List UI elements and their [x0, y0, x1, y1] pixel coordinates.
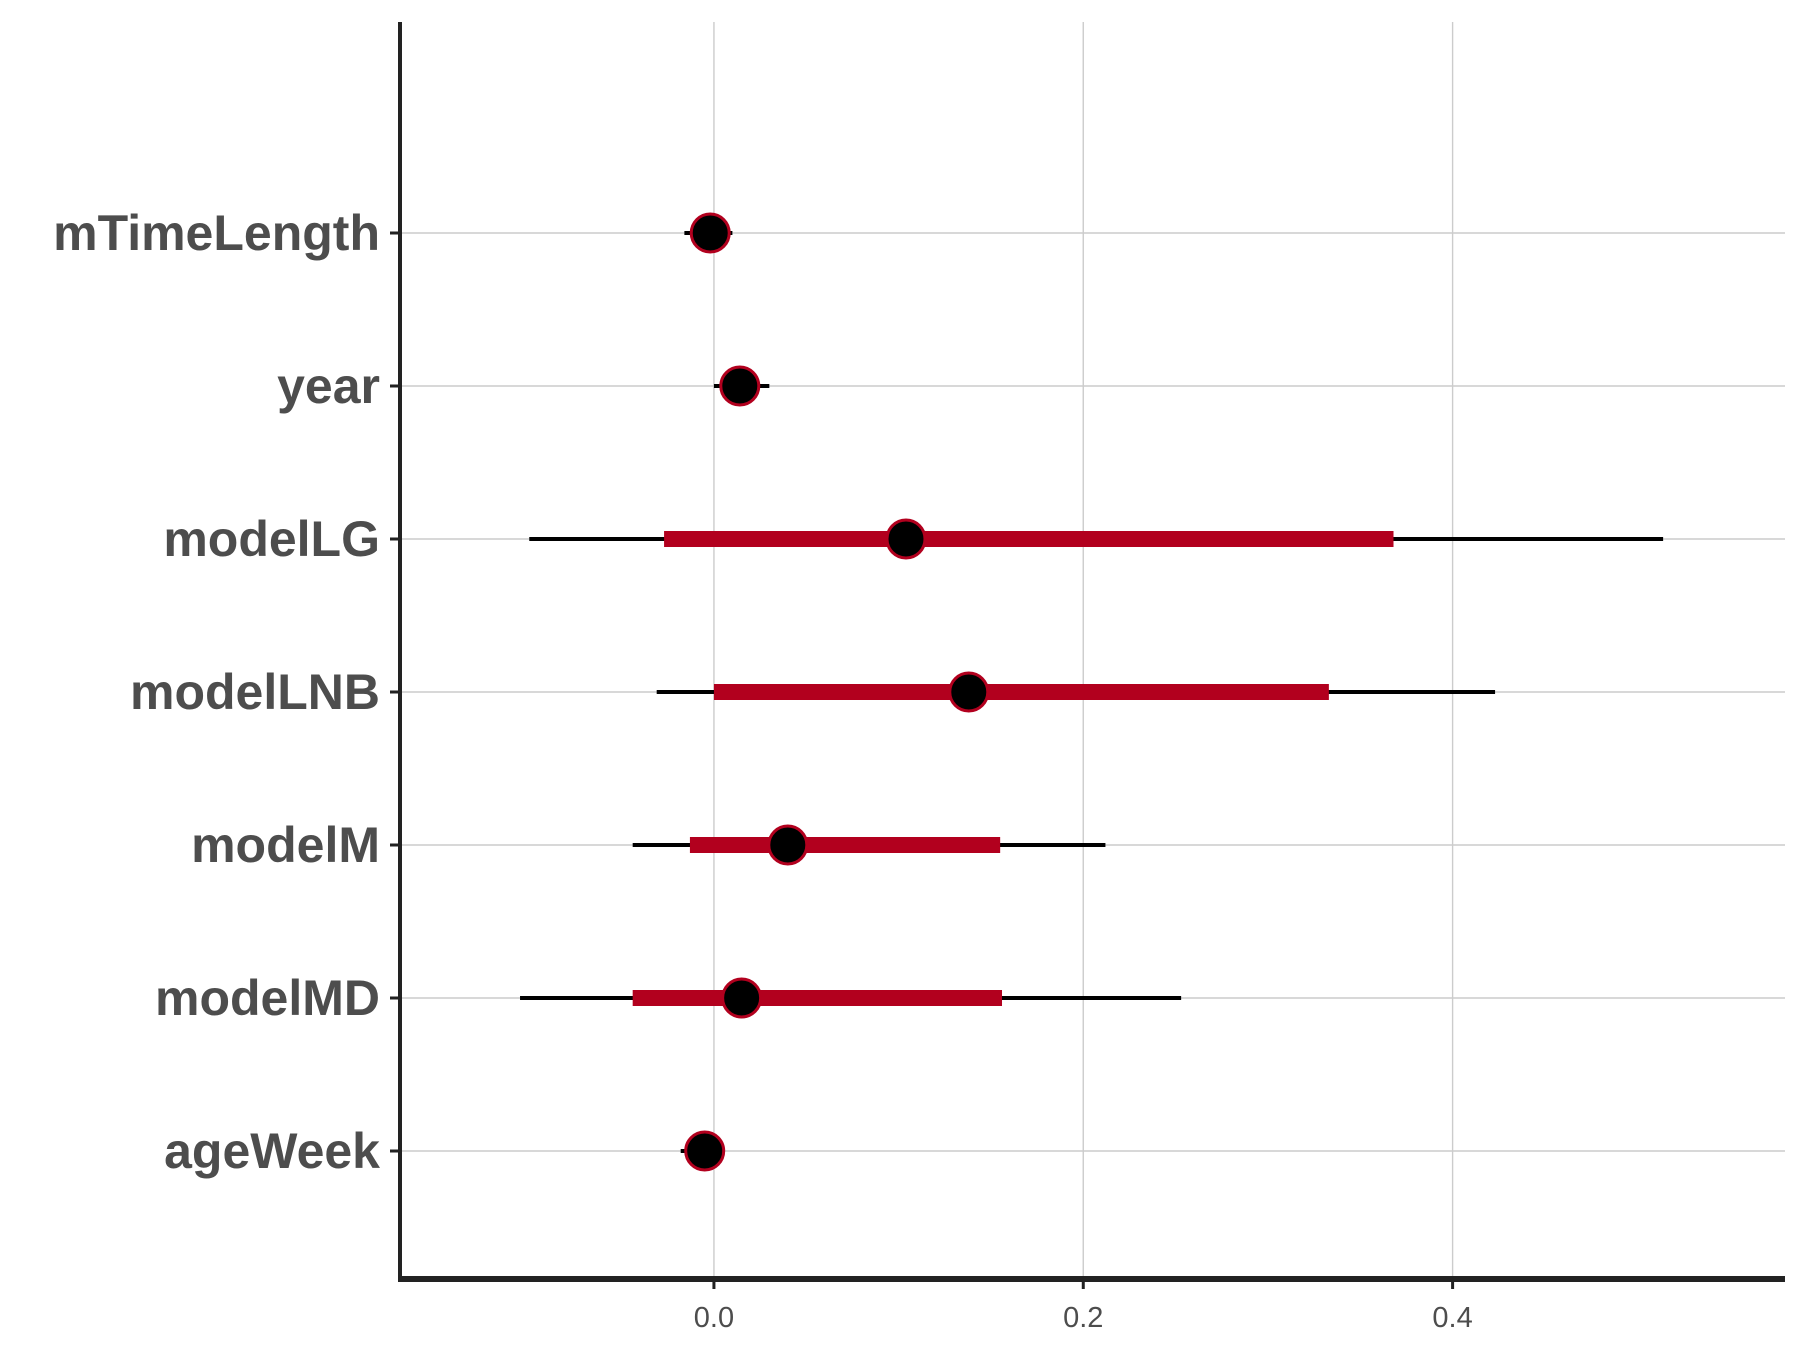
grid-layer [400, 22, 1785, 1279]
point-estimate [719, 365, 761, 407]
label-layer: mTimeLength year modelLG modelLNB modelM mode… [53, 205, 1473, 1334]
point-estimate [885, 518, 927, 560]
mark-layer [520, 212, 1664, 1172]
y-tick-label: modelLG [163, 511, 380, 567]
y-tick-label: modelMD [155, 970, 380, 1026]
point-estimate [684, 1130, 726, 1172]
axis-layer [390, 22, 1785, 1289]
x-tick-label: 0.0 [694, 1302, 734, 1334]
point-estimate [689, 212, 731, 254]
point-estimate [767, 824, 809, 866]
point-estimate [721, 977, 763, 1019]
y-tick-label: year [277, 358, 380, 414]
y-tick-label: ageWeek [164, 1123, 380, 1179]
point-estimate [948, 671, 990, 713]
x-tick-label: 0.4 [1432, 1302, 1472, 1334]
y-tick-label: modelM [191, 817, 380, 873]
y-tick-label: modelLNB [130, 664, 380, 720]
x-tick-label: 0.2 [1063, 1302, 1103, 1334]
y-tick-label: mTimeLength [53, 205, 380, 261]
